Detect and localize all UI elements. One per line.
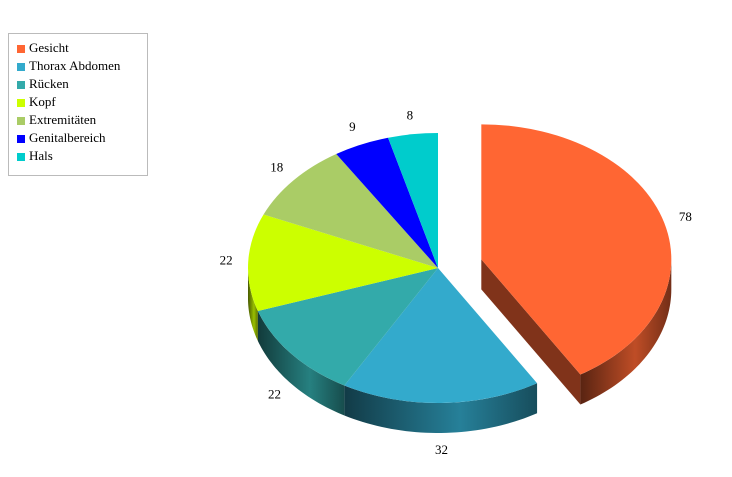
value-label: 22 [220,253,233,268]
legend-swatch [17,117,25,125]
slice [336,137,438,268]
legend-label: Rücken [29,76,69,91]
legend-swatch [17,135,25,143]
legend-swatch [17,81,25,89]
pie-tops [247,124,672,404]
legend-swatch [17,45,25,53]
legend-swatch [17,99,25,107]
legend-box [8,33,148,176]
slice [263,153,438,268]
value-label: 78 [679,209,692,224]
legend-label: Hals [29,148,53,163]
value-labels: 78 32 22 22 18 9 8 [220,107,692,457]
slice [481,124,672,375]
value-label: 18 [270,160,283,175]
legend: Gesicht Thorax Abdomen Rücken Kopf Extremitä… [8,33,148,176]
legend-label: Thorax Abdomen [29,58,121,73]
slice [388,133,438,268]
legend-label: Kopf [29,94,56,109]
legend-label: Extremitäten [29,112,97,127]
legend-swatch [17,63,25,71]
value-label: 22 [268,386,281,401]
value-label: 9 [349,119,356,134]
pie-walls [248,259,672,433]
value-label: 8 [407,107,414,122]
slice-wall [248,268,258,341]
slice [257,268,438,386]
slice [344,268,538,404]
slice-side [481,259,581,405]
value-label: 32 [435,442,448,457]
slice-wall [344,383,538,433]
slice-wall [580,259,672,405]
legend-label: Gesicht [29,40,69,55]
slice-wall [257,310,345,416]
legend-swatch [17,153,25,161]
legend-label: Genitalbereich [29,130,106,145]
slice [247,214,438,311]
